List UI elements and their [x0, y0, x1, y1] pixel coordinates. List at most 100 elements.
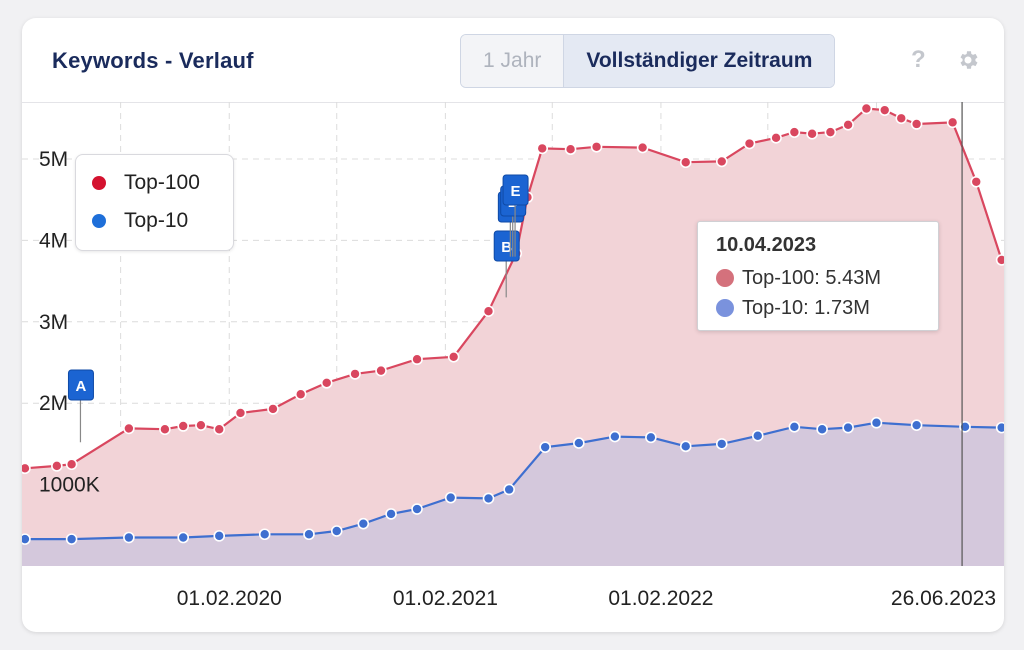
line-top-100 [22, 107, 1004, 470]
tooltip-value-top-10: Top-10: 1.73M [742, 297, 870, 319]
point-top-10 [330, 525, 343, 537]
point-top-10 [715, 438, 728, 450]
point-top-100 [995, 254, 1004, 266]
point-top-100 [910, 118, 923, 130]
point-top-100 [770, 132, 782, 144]
marker-flag-a [67, 369, 94, 401]
point-top-100 [177, 420, 190, 432]
point-top-10 [539, 441, 551, 453]
point-top-100 [878, 104, 891, 116]
legend-item-top-100[interactable]: Top-100 [92, 169, 200, 197]
point-top-10 [385, 508, 397, 520]
point-top-100 [860, 102, 873, 115]
point-top-10 [303, 528, 315, 541]
tooltip-row-top-10: Top-10: 1.73M [716, 297, 870, 320]
legend-label-top-100: Top-100 [124, 171, 200, 194]
point-top-100 [946, 116, 959, 129]
x-tick-label: 26.06.2023 [891, 587, 996, 610]
marker-flag-e [502, 174, 529, 206]
point-top-100 [294, 388, 307, 401]
point-top-100 [842, 118, 854, 131]
point-top-100 [159, 423, 171, 436]
point-top-100 [234, 407, 247, 419]
point-top-10 [645, 431, 657, 444]
point-top-10 [357, 517, 370, 530]
point-top-100 [213, 423, 226, 436]
point-top-100 [65, 458, 78, 471]
x-tick-label: 01.02.2022 [608, 587, 713, 610]
point-top-100 [447, 350, 460, 363]
area-top-10 [22, 422, 1004, 566]
legend-dot-top-100 [92, 176, 106, 190]
point-top-10 [22, 533, 31, 545]
point-top-100 [806, 127, 818, 140]
point-top-10 [995, 421, 1004, 434]
y-tick-label: 3M [39, 311, 68, 334]
marker-label-b: B [501, 239, 512, 256]
marker-label-e: E [511, 183, 521, 200]
point-top-10 [870, 416, 883, 429]
point-top-10 [842, 421, 854, 434]
help-icon[interactable]: ? [911, 46, 926, 73]
series-points [22, 102, 1004, 545]
legend-label-top-10: Top-10 [124, 209, 189, 232]
point-top-100 [123, 422, 135, 435]
point-top-100 [636, 141, 649, 154]
x-tick-label: 01.02.2020 [177, 587, 282, 610]
card-header: Keywords - Verlauf 1 Jahr Vollständiger … [22, 18, 1004, 103]
range-option-full-period[interactable]: Vollständiger Zeitraum [563, 35, 835, 87]
point-top-10 [751, 429, 764, 442]
tooltip-date: 10.04.2023 [716, 234, 817, 256]
tooltip-row-top-100: Top-100: 5.43M [716, 267, 881, 290]
point-top-10 [123, 531, 135, 544]
point-top-100 [51, 460, 63, 472]
keywords-history-card: Keywords - Verlauf 1 Jahr Vollständiger … [22, 18, 1004, 632]
tooltip-dot-top-10 [716, 299, 734, 317]
point-top-100 [482, 305, 495, 318]
point-top-100 [824, 126, 837, 138]
point-top-100 [411, 353, 423, 366]
range-option-1-year[interactable]: 1 Jahr [461, 35, 564, 87]
point-top-100 [715, 155, 728, 168]
y-tick-label: 4M [39, 229, 68, 252]
point-top-10 [816, 423, 828, 436]
point-top-100 [895, 112, 908, 125]
marker-label-a: A [76, 378, 87, 395]
point-top-100 [590, 140, 603, 153]
range-toggle: 1 Jahr Vollständiger Zeitraum [460, 34, 836, 88]
point-top-10 [213, 530, 226, 542]
point-top-10 [788, 420, 801, 433]
point-top-100 [743, 137, 756, 150]
point-top-100 [195, 419, 207, 431]
y-axis-labels: 1000K 2M 3M 4M 5M [39, 148, 100, 497]
point-top-100 [679, 156, 692, 169]
tooltip: 10.04.2023 Top-100: 5.43M Top-10: 1.73M [697, 221, 939, 331]
point-top-10 [503, 483, 515, 496]
tooltip-dot-top-100 [716, 269, 734, 287]
point-top-100 [375, 364, 387, 377]
point-top-10 [444, 491, 457, 504]
tooltip-value-top-100: Top-100: 5.43M [742, 267, 881, 289]
point-top-10 [258, 528, 271, 541]
point-top-100 [564, 143, 577, 156]
point-top-10 [609, 430, 621, 443]
point-top-10 [177, 531, 190, 544]
legend-dot-top-10 [92, 214, 106, 228]
x-axis-labels: 01.02.2020 01.02.2021 01.02.2022 26.06.2023 [177, 587, 996, 610]
gear-icon[interactable] [956, 48, 980, 77]
point-top-10 [482, 492, 495, 505]
point-top-10 [679, 440, 692, 453]
point-top-100 [267, 403, 279, 415]
point-top-100 [536, 142, 549, 155]
point-top-100 [349, 368, 361, 380]
point-top-100 [22, 462, 31, 475]
point-top-10 [65, 533, 78, 545]
y-tick-label: 2M [39, 392, 68, 415]
y-tick-label: 1000K [39, 474, 100, 497]
legend-item-top-10[interactable]: Top-10 [92, 207, 188, 235]
point-top-10 [411, 503, 423, 515]
point-top-100 [788, 126, 801, 138]
point-top-10 [910, 419, 923, 431]
point-top-10 [573, 437, 585, 449]
x-tick-label: 01.02.2021 [393, 587, 498, 610]
